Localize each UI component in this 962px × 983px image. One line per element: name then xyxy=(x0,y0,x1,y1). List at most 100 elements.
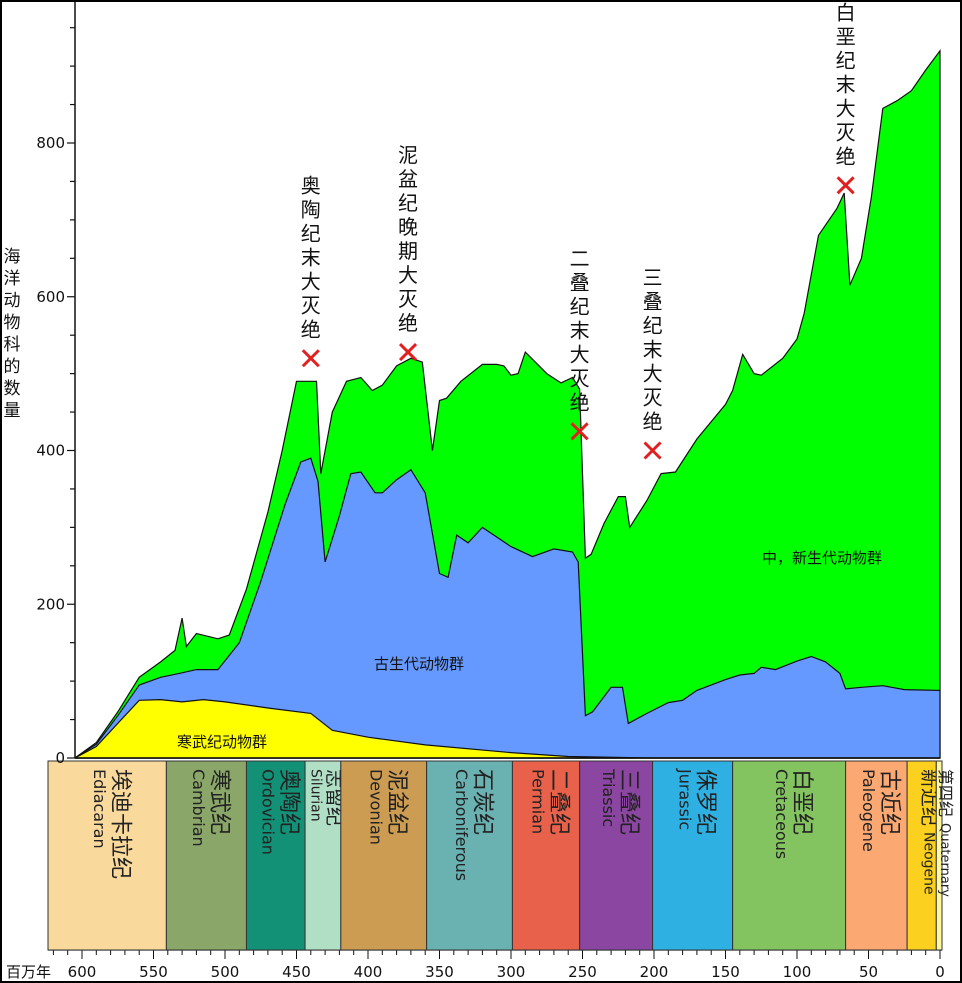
extinction-label-char: 大 xyxy=(570,342,590,366)
period-label-en: Silurian xyxy=(307,769,323,822)
extinction-label-char: 灭 xyxy=(398,287,418,311)
period-label-en: Permian xyxy=(529,769,548,834)
period-band xyxy=(579,760,654,951)
y-tick-label: 600 xyxy=(36,288,65,306)
period-band xyxy=(652,760,734,951)
period-label-cn: 三叠纪 xyxy=(616,769,641,835)
y-axis-label-char: 动 xyxy=(4,291,21,311)
extinction-x-marker xyxy=(643,441,662,460)
y-axis-label-char: 科 xyxy=(4,335,21,355)
y-tick-label: 800 xyxy=(36,134,65,152)
period-label-en: Triassic xyxy=(599,768,618,827)
period-label-cn: 泥盆纪 xyxy=(384,769,409,835)
extinction-label-char: 纪 xyxy=(398,191,418,215)
x-tick-label: 350 xyxy=(425,963,454,981)
extinction-label-char: 期 xyxy=(398,239,418,263)
x-tick-label: 400 xyxy=(354,963,383,981)
period-label-en: Ordovician xyxy=(258,769,277,855)
x-tick-label: 550 xyxy=(139,963,168,981)
marker-stroke xyxy=(398,343,418,362)
y-tick-label: 0 xyxy=(55,749,65,767)
marker-stroke xyxy=(301,349,320,368)
period-label-en: Cambrian xyxy=(189,769,208,847)
x-tick-label: 200 xyxy=(640,963,669,981)
extinction-label-char: 绝 xyxy=(398,311,418,335)
y-axis-label-char: 的 xyxy=(4,357,21,377)
period-label-en: Cretaceous xyxy=(772,769,791,859)
extinction-label-char: 灭 xyxy=(643,386,663,410)
x-tick-label: 500 xyxy=(211,963,240,981)
extinction-label-char: 纪 xyxy=(301,221,321,245)
extinction-label-char: 叠 xyxy=(643,290,663,314)
extinction-label-char: 泥 xyxy=(398,143,418,167)
period-band xyxy=(165,760,247,951)
period-band xyxy=(732,760,847,951)
period-label-cn: 埃迪卡拉纪 xyxy=(107,769,132,879)
period-label-cn: 白垩纪 xyxy=(789,769,814,835)
period-band xyxy=(245,760,306,951)
y-axis-label-char: 洋 xyxy=(4,269,21,289)
y-tick-label: 400 xyxy=(36,442,65,460)
extinction-x-marker xyxy=(398,343,418,362)
y-axis-label-char: 物 xyxy=(4,313,21,333)
x-tick-label: 0 xyxy=(935,963,945,981)
modern-fauna-label: 中，新生代动物群 xyxy=(762,549,882,567)
y-tick-label: 200 xyxy=(36,595,65,613)
extinction-x-marker xyxy=(570,422,589,441)
period-label-en: Neogene xyxy=(920,832,936,895)
period-label-cn: 奥陶纪 xyxy=(276,769,301,835)
extinction-label-char: 二 xyxy=(570,246,590,270)
extinction-label-char: 白 xyxy=(836,2,856,24)
extinction-label-char: 叠 xyxy=(570,270,590,294)
extinction-x-marker xyxy=(301,349,320,368)
marker-stroke xyxy=(570,422,589,441)
extinction-label-char: 纪 xyxy=(570,294,590,318)
extinction-label-char: 末 xyxy=(301,245,321,269)
period-label-cn: 新近纪 xyxy=(918,769,940,826)
extinction-x-marker xyxy=(836,176,855,195)
extinction-label-char: 大 xyxy=(643,362,663,386)
extinction-label-char: 灭 xyxy=(570,366,590,390)
x-tick-label: 50 xyxy=(859,963,878,981)
extinction-label-char: 大 xyxy=(301,269,321,293)
period-label-cn: 侏罗纪 xyxy=(693,769,718,835)
y-axis-label-char: 数 xyxy=(4,379,21,399)
extinction-label-char: 灭 xyxy=(301,293,321,317)
extinction-label-char: 陶 xyxy=(301,197,321,221)
period-label-en: Jurassic xyxy=(675,768,694,830)
period-band xyxy=(845,760,908,951)
period-label-cn: 古近纪 xyxy=(876,769,901,835)
extinction-label-char: 末 xyxy=(570,318,590,342)
period-band xyxy=(47,760,167,951)
area-layer xyxy=(74,48,941,759)
extinction-label-char: 绝 xyxy=(836,144,856,168)
marker-stroke xyxy=(643,441,662,460)
period-band xyxy=(340,760,428,951)
period-band xyxy=(935,760,943,951)
period-label-cn: 寒武纪 xyxy=(207,769,232,835)
period-label-cn: 志留纪 xyxy=(323,769,345,826)
paleozoic-fauna-label: 古生代动物群 xyxy=(374,655,464,673)
period-label-cn: 第四纪 xyxy=(936,769,955,817)
y-axis-label-char: 量 xyxy=(4,401,21,421)
extinction-label-char: 纪 xyxy=(836,48,856,72)
x-tick-label: 600 xyxy=(68,963,97,981)
extinction-label-char: 末 xyxy=(836,72,856,96)
extinction-label-char: 绝 xyxy=(643,410,663,434)
x-tick-label: 300 xyxy=(497,963,526,981)
period-label-en: Carboniferous xyxy=(452,769,471,881)
x-tick-label: 150 xyxy=(711,963,740,981)
period-label-en: Ediacaran xyxy=(90,769,109,849)
extinction-label-char: 纪 xyxy=(643,314,663,338)
extinction-label-char: 三 xyxy=(643,266,663,290)
y-axis-label-char: 海 xyxy=(4,247,21,267)
extinction-label-char: 灭 xyxy=(836,120,856,144)
period-label-cn: 二叠纪 xyxy=(546,769,571,835)
extinction-label-char: 末 xyxy=(643,338,663,362)
area-paleozoic-fauna xyxy=(74,457,941,759)
extinction-label-char: 垩 xyxy=(836,24,856,48)
extinction-label-char: 大 xyxy=(836,96,856,120)
